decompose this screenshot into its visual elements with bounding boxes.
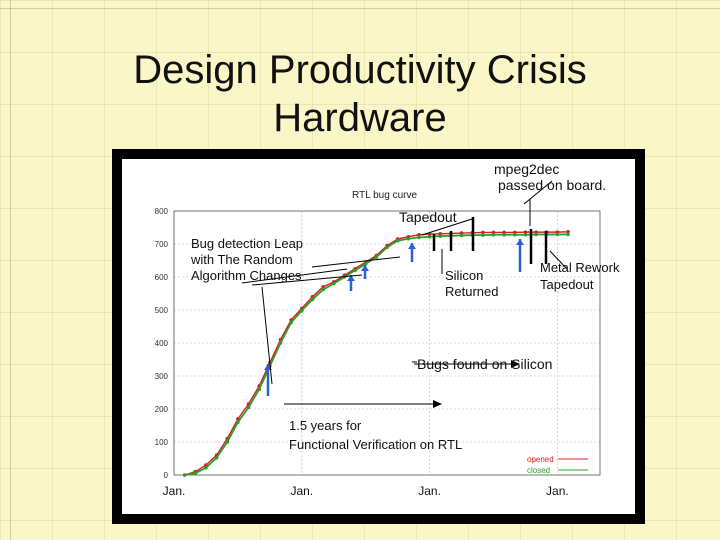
annotation-mpeg2dec: mpeg2dec [494,161,559,177]
annotation-pointer [261,286,273,385]
annotation-metal-rework: Metal Rework [540,260,620,275]
y-tick-label: 700 [155,240,169,249]
blue-arrow-head [516,239,524,245]
series-point-closed [193,471,198,476]
series-point-opened [523,230,528,234]
series-point-closed [523,232,528,237]
series-point-closed [331,281,336,286]
series-point-closed [374,255,379,259]
annotation-pointer [311,256,401,268]
annotation-metal-rework-tapedout: Tapedout [540,277,594,292]
annotation-pointer [523,180,553,205]
series-point-closed [395,238,400,243]
series-point-closed [204,465,208,470]
annotation-pointer [251,274,363,286]
series-point-closed [406,236,411,241]
slide-title-line-2: Hardware [273,96,447,140]
annotation-functional-verification: Functional Verification on RTL [289,437,462,452]
series-point-closed [438,234,443,238]
series-point-closed [385,245,389,250]
slide-title: Design Productivity Crisis Hardware [60,46,660,142]
legend-opened-label: opened [527,455,554,464]
series-point-opened [481,230,485,235]
chart-figure-frame: 0 100 200 300 400 500 600 700 800 Jan. Jan. Jan. Jan… [112,149,645,524]
chart-annotations [241,180,568,408]
series-point-closed [502,232,506,237]
chart-title: RTL bug curve [352,190,417,201]
plot-frame [173,210,601,476]
x-tick-label: Jan. [546,484,569,498]
chart-axes: 0 100 200 300 400 500 600 700 800 Jan. Jan. Jan. Jan… [155,207,601,498]
series-point-closed [257,387,261,391]
series-point-closed [459,233,464,238]
annotation-pointer [549,250,568,270]
slide-title-line-1: Design Productivity Crisis [133,48,587,92]
series-point-closed [534,232,538,237]
series-point-closed [566,232,570,237]
x-tick-label: Jan. [163,484,186,498]
series-point-closed [310,297,315,302]
series-point-closed [214,456,219,460]
series-point-closed [427,234,432,239]
annotation-silicon: Silicon [445,268,483,283]
series-point-closed [353,268,357,273]
y-tick-label: 0 [164,471,169,480]
series-point-opened [321,285,325,289]
series-point-closed [246,405,251,410]
series-point-closed [417,235,421,240]
annotation-pointer [421,218,473,236]
annotation-passed-on-board: passed on board. [498,177,606,193]
chart-milestone-markers [264,217,548,396]
series-point-closed [300,308,304,313]
series-point-opened [417,232,421,237]
series-point-closed [278,341,283,345]
series-point-closed [481,233,485,237]
chart-figure: 0 100 200 300 400 500 600 700 800 Jan. Jan. Jan. Jan… [122,159,635,514]
y-tick-label: 100 [155,438,169,447]
legend-closed-label: closed [527,466,550,475]
annotation-bug-detection-leap: Bug detection Leap [191,236,303,251]
series-point-closed [513,232,517,237]
blue-arrow-head [361,265,369,271]
chart-series [182,229,570,477]
slide-left-rule [10,0,11,540]
bug-curve-chart: 0 100 200 300 400 500 600 700 800 Jan. Jan. Jan. Jan… [155,161,620,498]
arrow-head [433,400,442,408]
slide-top-rule [0,8,720,9]
series-point-closed [225,440,230,444]
series-point-closed [289,320,293,325]
arrow-head [511,360,520,368]
annotation-pointer [241,268,348,284]
y-tick-label: 600 [155,273,169,282]
y-tick-label: 500 [155,306,169,315]
y-tick-label: 200 [155,405,169,414]
y-tick-label: 800 [155,207,169,216]
blue-arrow-head [347,275,355,281]
annotation-bugs-found-on-silicon: Bugs found on Silicon [417,356,552,372]
annotation-tapedout: Tapedout [399,209,457,225]
y-tick-label: 400 [155,339,169,348]
series-point-closed [182,473,187,477]
x-tick-label: Jan. [418,484,441,498]
annotation-verification-duration: 1.5 years for [289,418,362,433]
y-tick-label: 300 [155,372,169,381]
series-point-closed [491,232,496,237]
blue-arrow-head [408,243,416,249]
annotation-algorithm-changes: Algorithm Changes [191,268,302,283]
annotation-with-the-random: with The Random [190,252,293,267]
annotation-returned: Returned [445,284,498,299]
x-tick-label: Jan. [290,484,313,498]
series-point-closed [321,287,325,292]
series-point-closed [363,262,368,266]
series-point-opened [566,229,570,234]
series-point-closed [555,232,560,237]
series-point-closed [236,420,240,425]
